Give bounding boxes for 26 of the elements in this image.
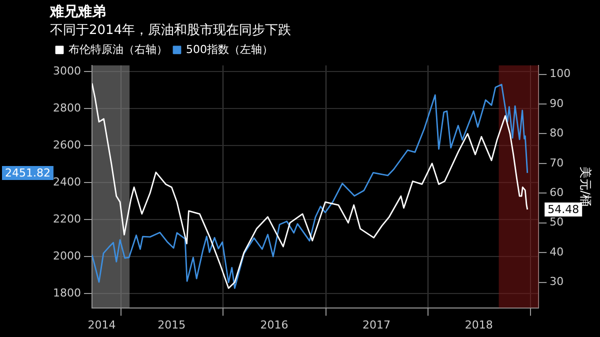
y-tick-label: 1800: [52, 286, 81, 300]
chart-title: 难兄难弟: [49, 4, 106, 20]
legend-label: 500指数（左轴）: [186, 42, 273, 56]
x-tick-label: 2016: [260, 318, 288, 332]
y-tick-label: 2000: [52, 249, 81, 262]
y-tick-label: 2800: [52, 101, 81, 114]
x-tick-label: 2018: [464, 318, 493, 332]
x-tick-label: 2014: [88, 318, 116, 332]
y2-tick-label: 70: [550, 156, 564, 170]
y-tick-label: 2200: [52, 212, 81, 226]
text: 54.48: [548, 202, 580, 216]
text: 2451.82: [5, 166, 50, 180]
y-tick-label: 3000: [52, 64, 81, 78]
x-tick-label: 2015: [158, 318, 186, 332]
y2-tick-label: 90: [550, 96, 564, 110]
chart-subtitle: 不同于2014年，原油和股市现在同步下跌: [50, 22, 292, 38]
y-tick-label: 2400: [52, 175, 81, 188]
legend-label: 布伦特原油（右轴）: [68, 42, 168, 56]
y2-tick-label: 100: [550, 67, 571, 80]
y2-tick-label: 80: [550, 126, 564, 140]
y2-tick-label: 40: [550, 245, 564, 258]
y-tick-label: 2600: [52, 138, 81, 152]
y2-tick-label: 50: [550, 216, 564, 229]
x-tick-label: 2017: [362, 318, 391, 332]
y2-tick-label: 60: [550, 186, 564, 199]
y2-tick-label: 30: [550, 275, 564, 288]
